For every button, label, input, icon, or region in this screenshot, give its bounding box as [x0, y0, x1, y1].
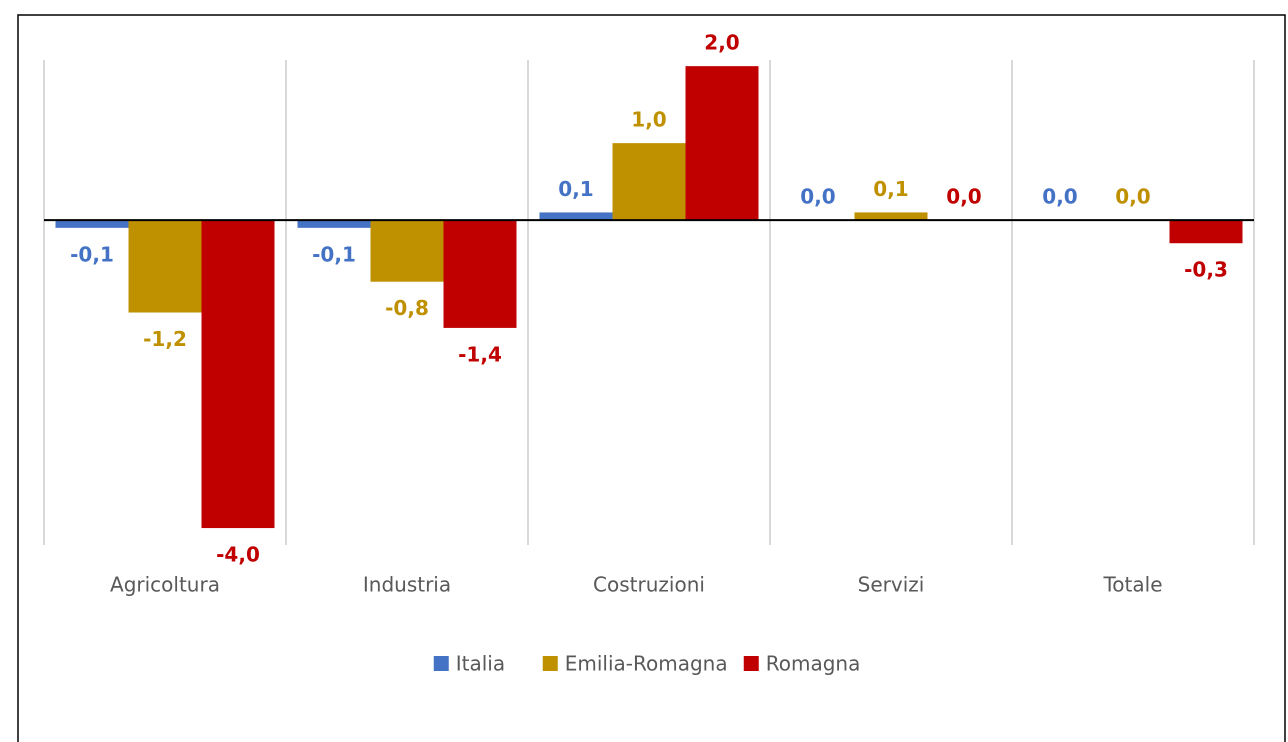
x-tick-label: Costruzioni	[593, 573, 705, 597]
legend-label: Romagna	[766, 652, 861, 676]
data-label: -0,1	[312, 242, 356, 266]
legend-swatch	[743, 656, 759, 671]
legend-label: Emilia-Romagna	[565, 652, 728, 676]
bar	[443, 220, 517, 328]
data-label: -1,4	[458, 342, 502, 366]
legend-swatch	[542, 656, 558, 671]
data-label: -4,0	[216, 543, 260, 567]
data-label: -0,3	[1184, 258, 1228, 282]
bar	[854, 212, 928, 221]
bar	[201, 220, 275, 529]
data-label: 2,0	[704, 31, 739, 55]
data-label: 0,0	[946, 185, 981, 209]
bar	[612, 143, 686, 221]
legend-label: Italia	[456, 652, 505, 676]
bar	[1169, 220, 1243, 244]
data-label: 0,0	[800, 185, 835, 209]
legend-swatch	[433, 656, 449, 671]
x-tick-label: Agricoltura	[110, 573, 220, 597]
data-label: 0,1	[558, 177, 593, 201]
frame	[17, 14, 1286, 742]
bar	[128, 220, 202, 313]
x-tick-label: Totale	[1102, 573, 1162, 597]
data-label: 1,0	[631, 108, 666, 132]
bar	[370, 220, 444, 282]
data-label: -0,8	[385, 296, 429, 320]
x-tick-label: Industria	[363, 573, 451, 597]
data-label: -0,1	[70, 242, 114, 266]
bar	[55, 220, 129, 228]
bar	[685, 66, 759, 221]
data-label: -1,2	[143, 327, 187, 351]
data-label: 0,0	[1115, 185, 1150, 209]
bar	[297, 220, 371, 228]
x-tick-label: Servizi	[858, 573, 925, 597]
data-label: 0,1	[873, 177, 908, 201]
bar	[539, 212, 613, 221]
data-label: 0,0	[1042, 185, 1077, 209]
